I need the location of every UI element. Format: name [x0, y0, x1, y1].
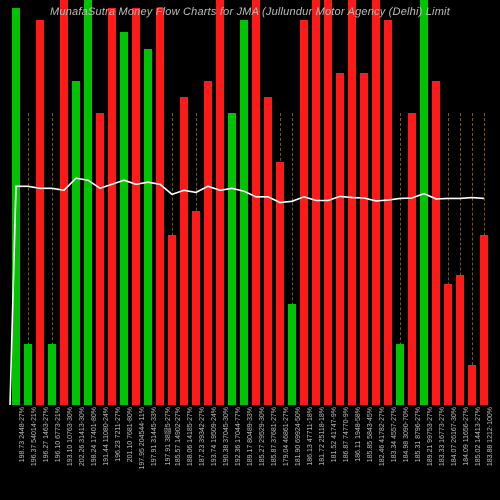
x-axis-label: 196.37 54014-21%	[31, 407, 38, 466]
plot-area	[10, 0, 490, 405]
trend-line-path	[10, 178, 484, 405]
chart-title: MunafaSutra Money Flow Charts for JMA (J…	[0, 6, 500, 18]
x-axis-label: 181.52 41747-9%	[331, 407, 338, 462]
x-axis-label: 185.31 8796-27%	[415, 407, 422, 462]
x-axis-label: 196.10 6773-21%	[55, 407, 62, 462]
x-axis-label: 181.90 69924-50%	[295, 407, 302, 466]
x-axis-label: 184.98 3090-70%	[403, 407, 410, 462]
x-axis-label: 185.02 14413-27%	[475, 407, 482, 466]
x-axis-label: 183.88 1212-100%	[487, 407, 494, 466]
x-axis-label: 197.91 38誕5-27%	[163, 407, 173, 465]
x-axis-label: 201.10 7681-80%	[127, 407, 134, 462]
x-axis-label: 188.06 14185-27%	[187, 407, 194, 466]
x-axis-label: 198.24 17401-80%	[91, 407, 98, 466]
x-axis-label: 182.46 41782-27%	[379, 407, 386, 466]
x-axis-label: 197.91 31445-33%	[151, 407, 158, 466]
x-axis-label: 191.44 11080-24%	[103, 407, 110, 466]
x-axis-label: 185.87 37681-27%	[271, 407, 278, 466]
x-axis-label: 186.87 74770-9%	[343, 407, 350, 462]
x-axis-label: 193.74 19509-24%	[211, 407, 218, 466]
x-axis-label: 189.17 80489-33%	[247, 407, 254, 466]
x-axis-label: 192.36 17044-77%	[235, 407, 242, 466]
x-axis-label: 186.13 47711-18%	[307, 407, 314, 466]
chart-container: MunafaSutra Money Flow Charts for JMA (J…	[0, 0, 500, 500]
x-axis-label: 190.38 37045-30%	[223, 407, 230, 466]
x-axis-label: 181.72 25118-18%	[319, 407, 326, 466]
x-axis-label: 184.09 11656-27%	[463, 407, 470, 466]
x-axis-label: 196.27 1463-27%	[43, 407, 50, 462]
x-axis-label: 187.23 39342-27%	[199, 407, 206, 466]
trend-line	[10, 0, 490, 405]
x-axis-label: 184.07 26167-30%	[451, 407, 458, 466]
x-axis-label: 185.27 29529-30%	[259, 407, 266, 466]
x-axis-label: 198.73 2448-27%	[19, 407, 26, 462]
x-axis-label: 193.10 10763-30%	[67, 407, 74, 466]
x-axis-label: 189.21 99753-27%	[427, 407, 434, 466]
x-axis-label: 185.57 14902-27%	[175, 407, 182, 466]
x-axis: 198.73 2448-27% 196.37 54014-21% 196.27 14…	[10, 405, 490, 500]
x-axis-label: 183.34 4557-27%	[391, 407, 398, 462]
x-axis-label: 179.04 46861-27%	[283, 407, 290, 466]
x-axis-label: 186.11 1948-58%	[355, 407, 362, 462]
x-axis-label: 185.85 5843-45%	[367, 407, 374, 462]
x-axis-label: 183.33 16773-27%	[439, 407, 446, 466]
x-axis-label: 197.95 204544-11%	[139, 407, 146, 470]
x-axis-label: 202.26 31413-30%	[79, 407, 86, 466]
x-axis-label: 196.23 7211-27%	[115, 407, 122, 462]
